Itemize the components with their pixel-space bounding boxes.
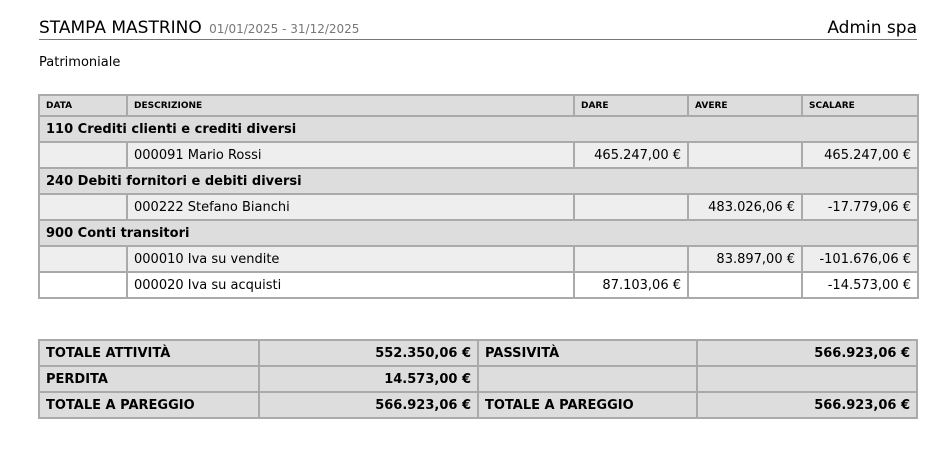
table-row: 000222 Stefano Bianchi 483.026,06 € -17.77… bbox=[38, 193, 919, 221]
cell-descrizione: 000222 Stefano Bianchi bbox=[126, 193, 575, 221]
col-scalare: SCALARE bbox=[801, 94, 919, 117]
totals-label-left: PERDITA bbox=[38, 365, 260, 393]
totals-value-right: 566.923,06 € bbox=[696, 391, 918, 419]
cell-data bbox=[38, 245, 128, 273]
report-header: STAMPA MASTRINO 01/01/2025 - 31/12/2025 … bbox=[39, 18, 917, 40]
totals-value-right: 566.923,06 € bbox=[696, 339, 918, 367]
account-title: 240 Debiti fornitori e debiti diversi bbox=[38, 167, 919, 195]
cell-avere: 483.026,06 € bbox=[687, 193, 803, 221]
totals-value-right bbox=[696, 365, 918, 393]
col-data: DATA bbox=[38, 94, 128, 117]
company-name: Admin spa bbox=[827, 18, 917, 38]
table-row: 000091 Mario Rossi 465.247,00 €465.247,00… bbox=[38, 141, 919, 169]
cell-avere bbox=[687, 141, 803, 169]
cell-data bbox=[38, 141, 128, 169]
cell-scalare: -14.573,00 € bbox=[801, 271, 919, 299]
account-group-row: 900 Conti transitori bbox=[38, 219, 919, 247]
totals-label-left: TOTALE ATTIVITÀ bbox=[38, 339, 260, 367]
account-title: 900 Conti transitori bbox=[38, 219, 919, 247]
period: 01/01/2025 - 31/12/2025 bbox=[209, 22, 360, 36]
cell-avere bbox=[687, 271, 803, 299]
account-title: 110 Crediti clienti e crediti diversi bbox=[38, 115, 919, 143]
cell-data bbox=[38, 271, 128, 299]
section-label: Patrimoniale bbox=[39, 55, 121, 70]
totals-label-left: TOTALE A PAREGGIO bbox=[38, 391, 260, 419]
cell-avere: 83.897,00 € bbox=[687, 245, 803, 273]
totals-label-right bbox=[477, 365, 698, 393]
cell-descrizione: 000010 Iva su vendite bbox=[126, 245, 575, 273]
totals-value-left: 552.350,06 € bbox=[258, 339, 479, 367]
ledger-table: DATA DESCRIZIONE DARE AVERE SCALARE 110 … bbox=[38, 94, 919, 299]
col-avere: AVERE bbox=[687, 94, 803, 117]
table-row: 000010 Iva su vendite 83.897,00 € -101.676… bbox=[38, 245, 919, 273]
cell-dare: 87.103,06 € bbox=[573, 271, 689, 299]
table-row: 000020 Iva su acquisti 87.103,06 € -14.573… bbox=[38, 271, 919, 299]
cell-scalare: -17.779,06 € bbox=[801, 193, 919, 221]
totals-row: TOTALE ATTIVITÀ 552.350,06 € PASSIVITÀ 566.… bbox=[38, 339, 918, 367]
cell-scalare: -101.676,06 € bbox=[801, 245, 919, 273]
table-header: DATA DESCRIZIONE DARE AVERE SCALARE bbox=[38, 94, 919, 117]
totals-row: TOTALE A PAREGGIO 566.923,06 € TOTALE A PA… bbox=[38, 391, 918, 419]
cell-descrizione: 000091 Mario Rossi bbox=[126, 141, 575, 169]
totals-value-left: 566.923,06 € bbox=[258, 391, 479, 419]
cell-data bbox=[38, 193, 128, 221]
cell-dare bbox=[573, 245, 689, 273]
account-group-row: 110 Crediti clienti e crediti diversi bbox=[38, 115, 919, 143]
title-text: STAMPA MASTRINO bbox=[39, 18, 202, 38]
totals-row: PERDITA 14.573,00 € bbox=[38, 365, 918, 393]
cell-descrizione: 000020 Iva su acquisti bbox=[126, 271, 575, 299]
col-dare: DARE bbox=[573, 94, 689, 117]
cell-scalare: 465.247,00 € bbox=[801, 141, 919, 169]
totals-table: TOTALE ATTIVITÀ 552.350,06 € PASSIVITÀ 566.… bbox=[38, 339, 918, 419]
totals-value-left: 14.573,00 € bbox=[258, 365, 479, 393]
totals-label-right: TOTALE A PAREGGIO bbox=[477, 391, 698, 419]
col-descrizione: DESCRIZIONE bbox=[126, 94, 575, 117]
cell-dare: 465.247,00 € bbox=[573, 141, 689, 169]
account-group-row: 240 Debiti fornitori e debiti diversi bbox=[38, 167, 919, 195]
cell-dare bbox=[573, 193, 689, 221]
totals-label-right: PASSIVITÀ bbox=[477, 339, 698, 367]
report-title: STAMPA MASTRINO 01/01/2025 - 31/12/2025 bbox=[39, 18, 359, 38]
